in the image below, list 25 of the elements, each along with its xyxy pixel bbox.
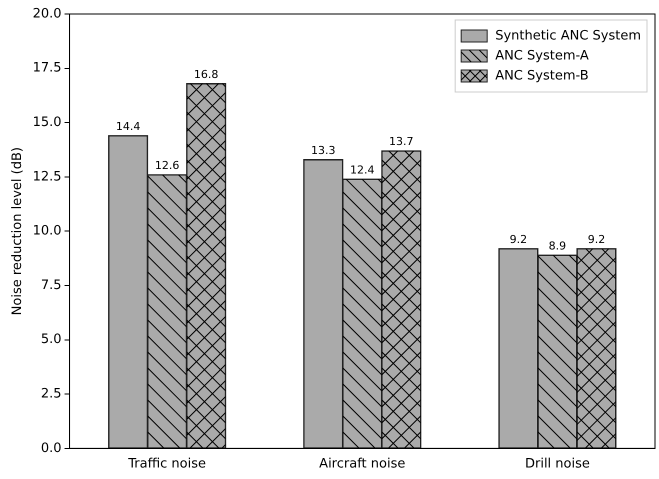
legend-label: ANC System-A — [495, 48, 589, 64]
y-tick-label: 17.5 — [32, 60, 62, 76]
x-tick-label: Traffic noise — [127, 456, 206, 472]
data-label: 13.7 — [389, 135, 414, 148]
y-tick-label: 12.5 — [32, 169, 62, 184]
y-tick-label: 5.0 — [40, 332, 62, 348]
data-label: 13.3 — [310, 144, 336, 157]
data-label: 12.4 — [350, 163, 375, 176]
data-label: 12.6 — [154, 159, 180, 172]
data-label: 16.8 — [194, 68, 218, 81]
data-label: 14.4 — [116, 120, 140, 133]
data-label: 9.2 — [510, 232, 528, 246]
x-tick-label: Drill noise — [524, 456, 590, 472]
y-tick-label: 0.0 — [40, 440, 62, 456]
y-tick-label: 10.0 — [32, 224, 62, 239]
y-axis-title: Noise reduction level (dB) — [10, 147, 26, 316]
legend-label: ANC System-B — [495, 68, 589, 84]
y-tick-label: 2.5 — [40, 386, 62, 402]
data-label: 8.9 — [548, 239, 566, 252]
legend-label: Synthetic ANC System — [495, 28, 641, 44]
x-tick-label: Aircraft noise — [319, 456, 406, 472]
data-label: 9.2 — [588, 232, 606, 246]
y-tick-label: 15.0 — [32, 114, 62, 130]
y-tick-label: 7.5 — [40, 278, 62, 293]
y-tick-label: 20.0 — [32, 6, 62, 22]
